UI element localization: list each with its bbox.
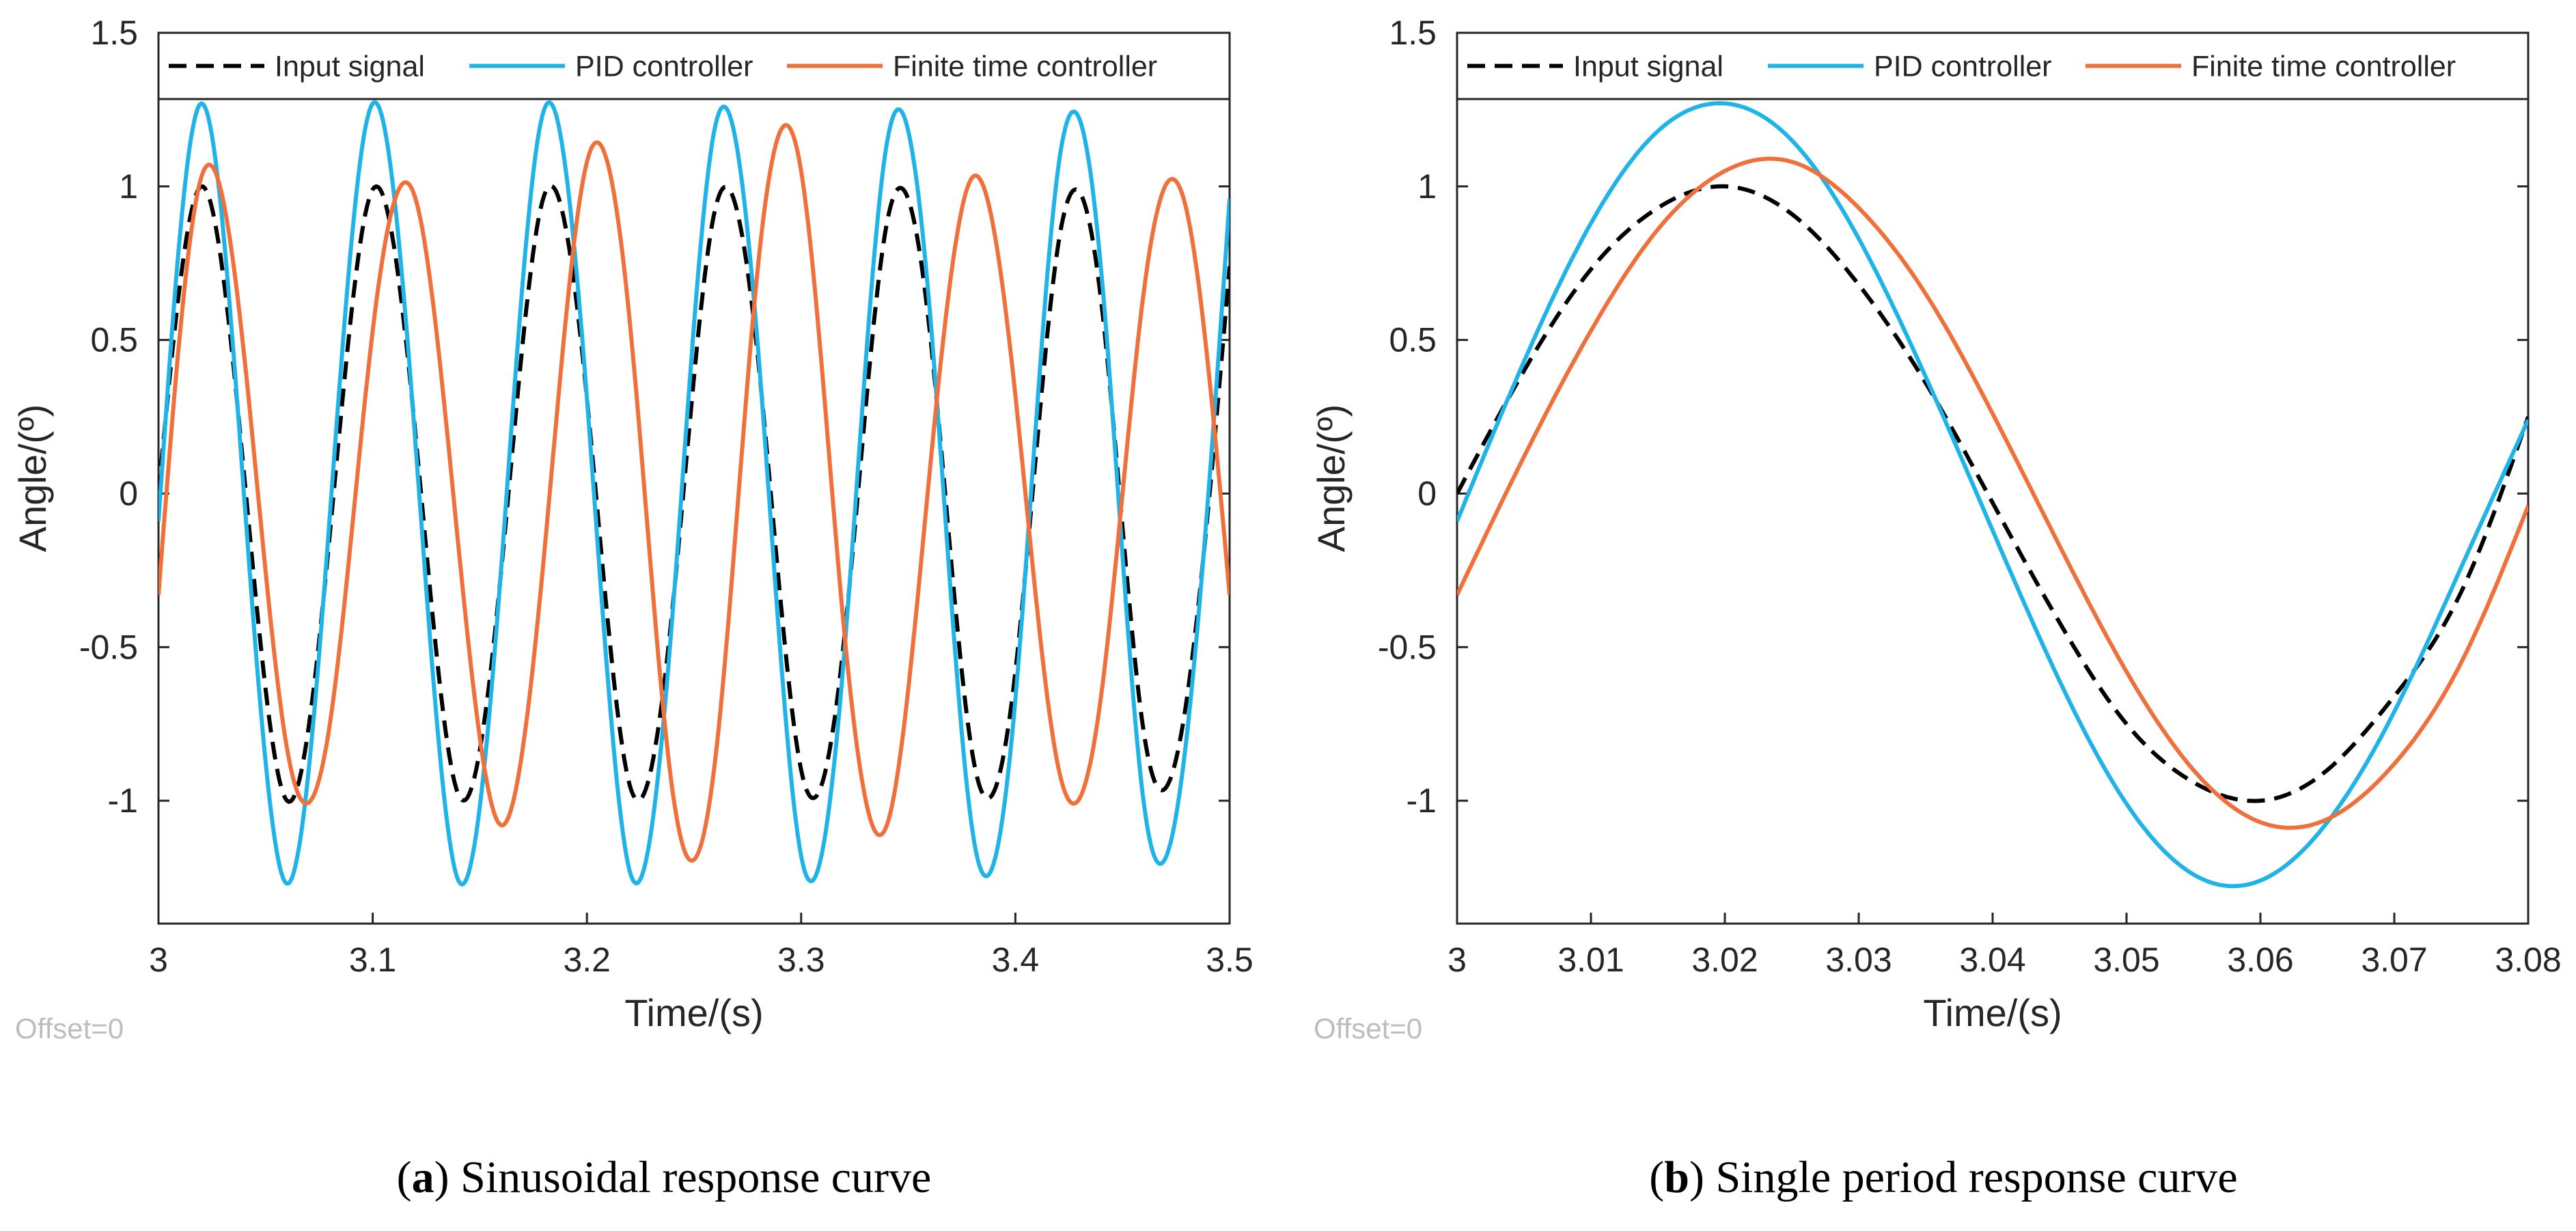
chart-a-sinusoidal-response: -1 -0.5 0 0.5 1 1.5 3 3.1 3.2 3.3 3.4 3.5 Time/(s) An… (11, 14, 1254, 1045)
x-tick-label: 3.06 (2227, 941, 2293, 979)
x-axis-title: Time/(s) (624, 991, 763, 1034)
x-tick-label: 3.05 (2093, 941, 2159, 979)
caption-a-letter: a (412, 1152, 434, 1202)
x-tick-label: 3.03 (1825, 941, 1892, 979)
y-tick-label: 1.5 (90, 14, 138, 52)
x-tick-label: 3.4 (992, 941, 1040, 979)
y-tick-label: 1 (1417, 167, 1437, 206)
caption-b-close: ) (1689, 1152, 1704, 1202)
caption-a-text: Sinusoidal response curve (449, 1152, 932, 1202)
legend-label: Input signal (275, 51, 425, 83)
x-tick-label: 3.02 (1691, 941, 1758, 979)
caption-b: (b) Single period response curve (1649, 1152, 2237, 1202)
x-tick-label: 3.04 (1959, 941, 2025, 979)
legend-label: Finite time controller (2191, 51, 2456, 83)
y-axis-title: Angle/(º) (1310, 404, 1353, 553)
caption-b-open: ( (1649, 1152, 1664, 1202)
y-tick-label: -1 (108, 782, 138, 820)
y-axis-title: Angle/(º) (11, 404, 54, 553)
chart-b-single-period-response: -1 -0.5 0 0.5 1 1.5 3 3.01 3.02 3.03 3.04 3.05 3.06 3… (1310, 14, 2562, 1045)
legend-box (1456, 31, 2530, 100)
y-tick-label: 0.5 (90, 321, 138, 359)
caption-a: (a) Sinusoidal response curve (397, 1152, 932, 1202)
plot-area-a (157, 31, 1231, 925)
x-axis-title: Time/(s) (1923, 991, 2062, 1034)
offset-label: Offset=0 (1314, 1012, 1422, 1045)
x-tick-label: 3.1 (349, 941, 397, 979)
caption-b-text: Single period response curve (1704, 1152, 2238, 1202)
series-lines (1457, 101, 2528, 889)
x-tick-label: 3.08 (2495, 941, 2561, 979)
legend-label: PID controller (575, 51, 753, 83)
x-tick-label: 3 (1448, 941, 1467, 979)
series-line-input-signal (158, 184, 1230, 804)
x-tick-label: 3.2 (563, 941, 611, 979)
x-tick-label: 3.3 (777, 941, 825, 979)
y-tick-label: 0 (1417, 474, 1437, 512)
x-tick-label: 3.01 (1557, 941, 1624, 979)
caption-a-close: ) (434, 1152, 449, 1202)
caption-b-letter: b (1664, 1152, 1689, 1202)
x-tick-label: 3.07 (2361, 941, 2427, 979)
y-tick-label: 0.5 (1389, 321, 1437, 359)
y-tick-label: -0.5 (79, 628, 138, 666)
legend-label: Input signal (1573, 51, 1723, 83)
plot-area-b (1456, 31, 2530, 925)
series-line-pid-controller (158, 100, 1230, 887)
legend-label: Finite time controller (893, 51, 1157, 83)
legend-box (157, 31, 1231, 100)
series-line-finite-time-controller (158, 123, 1230, 863)
y-tick-label: -1 (1407, 782, 1437, 820)
series-lines (158, 100, 1230, 887)
y-tick-label: 1 (119, 167, 138, 206)
y-tick-label: 0 (119, 474, 138, 512)
offset-label: Offset=0 (15, 1012, 124, 1045)
series-line-pid-controller (1457, 101, 2528, 889)
series-line-finite-time-controller (1457, 156, 2528, 830)
series-line-input-signal (1457, 184, 2528, 803)
x-tick-label: 3.5 (1206, 941, 1254, 979)
y-tick-label: -0.5 (1378, 628, 1437, 666)
caption-a-open: ( (397, 1152, 412, 1202)
x-tick-label: 3 (149, 941, 168, 979)
y-tick-label: 1.5 (1389, 14, 1437, 52)
legend-label: PID controller (1874, 51, 2051, 83)
